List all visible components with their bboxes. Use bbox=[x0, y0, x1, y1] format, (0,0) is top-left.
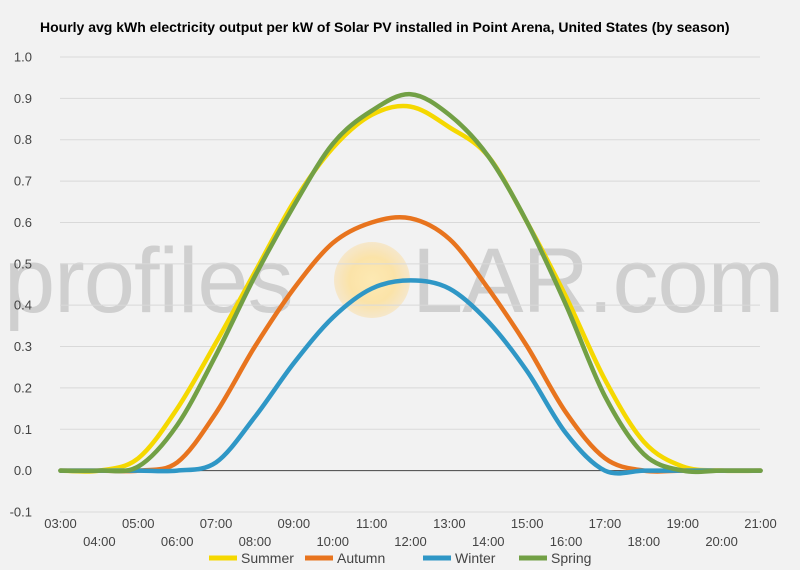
x-tick-label: 10:00 bbox=[316, 534, 349, 549]
y-tick-label: 0.0 bbox=[14, 463, 32, 478]
chart-title: Hourly avg kWh electricity output per kW… bbox=[40, 19, 730, 35]
legend-label-autumn: Autumn bbox=[337, 550, 385, 566]
series-line-spring bbox=[58, 91, 763, 475]
x-tick-label: 16:00 bbox=[550, 534, 583, 549]
legend-label-winter: Winter bbox=[455, 550, 496, 566]
x-tick-label: 21:00 bbox=[744, 516, 777, 531]
x-tick-label: 05:00 bbox=[122, 516, 155, 531]
series-line-summer bbox=[58, 103, 763, 474]
legend-label-summer: Summer bbox=[241, 550, 294, 566]
x-tick-label: 15:00 bbox=[511, 516, 544, 531]
y-tick-label: 0.3 bbox=[14, 339, 32, 354]
x-tick-label: 12:00 bbox=[394, 534, 427, 549]
y-tick-label: 0.5 bbox=[14, 256, 32, 271]
y-tick-label: 0.4 bbox=[14, 298, 32, 313]
y-tick-label: 0.7 bbox=[14, 174, 32, 189]
x-tick-label: 11:00 bbox=[356, 516, 388, 531]
x-tick-label: 03:00 bbox=[44, 516, 77, 531]
y-tick-label: 0.9 bbox=[14, 91, 32, 106]
y-tick-label: 1.0 bbox=[14, 50, 32, 65]
x-tick-label: 13:00 bbox=[433, 516, 466, 531]
x-tick-label: 18:00 bbox=[628, 534, 661, 549]
x-tick-label: 14:00 bbox=[472, 534, 505, 549]
y-tick-label: 0.8 bbox=[14, 132, 32, 147]
watermark-text-left: profiles bbox=[4, 230, 293, 332]
y-tick-label: 0.2 bbox=[14, 380, 32, 395]
y-tick-label: -0.1 bbox=[10, 505, 32, 520]
watermark-text-right: LAR.com bbox=[412, 230, 783, 332]
y-axis-ticks: -0.1 0.0 0.1 0.2 0.3 0.4 0.5 0.6 0.7 0.8 0.9 1.0 bbox=[10, 50, 32, 520]
legend-label-spring: Spring bbox=[551, 550, 591, 566]
x-tick-label: 07:00 bbox=[200, 516, 233, 531]
x-tick-label: 08:00 bbox=[239, 534, 272, 549]
x-tick-label: 17:00 bbox=[589, 516, 622, 531]
x-axis-ticks: 03:00 04:00 05:00 06:00 07:00 08:00 09:00 10:00… bbox=[44, 516, 777, 549]
y-tick-label: 0.1 bbox=[14, 422, 32, 437]
x-tick-label: 19:00 bbox=[666, 516, 699, 531]
watermark: profiles LAR.com bbox=[4, 230, 784, 332]
x-tick-label: 20:00 bbox=[705, 534, 738, 549]
legend: Summer Autumn Winter Spring bbox=[209, 550, 591, 566]
x-tick-label: 04:00 bbox=[83, 534, 116, 549]
y-tick-label: 0.6 bbox=[14, 215, 32, 230]
series-line-winter bbox=[58, 278, 763, 476]
x-tick-label: 06:00 bbox=[161, 534, 194, 549]
x-tick-label: 09:00 bbox=[278, 516, 311, 531]
series-lines bbox=[58, 91, 763, 476]
grid-lines bbox=[60, 56, 760, 513]
